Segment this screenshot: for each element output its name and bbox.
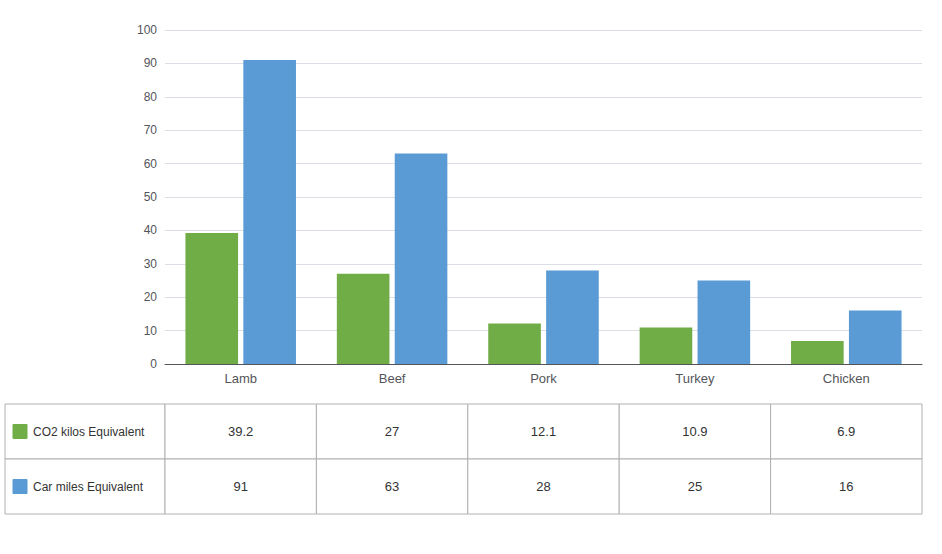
svg-text:90: 90 <box>144 56 158 70</box>
svg-text:70: 70 <box>144 123 158 137</box>
svg-text:12.1: 12.1 <box>531 424 556 439</box>
svg-text:40: 40 <box>144 223 158 237</box>
svg-text:50: 50 <box>144 190 158 204</box>
svg-text:60: 60 <box>144 157 158 171</box>
svg-text:6.9: 6.9 <box>837 424 855 439</box>
svg-text:80: 80 <box>144 90 158 104</box>
svg-text:Car miles Equivalent: Car miles Equivalent <box>33 480 144 494</box>
svg-text:CO2 kilos Equivalent: CO2 kilos Equivalent <box>33 425 145 439</box>
svg-text:Pork: Pork <box>530 371 557 386</box>
svg-text:28: 28 <box>536 479 550 494</box>
svg-text:39.2: 39.2 <box>228 424 253 439</box>
svg-text:Chicken: Chicken <box>823 371 870 386</box>
svg-text:100: 100 <box>137 23 157 37</box>
svg-text:30: 30 <box>144 257 158 271</box>
svg-text:Turkey: Turkey <box>675 371 715 386</box>
svg-text:91: 91 <box>233 479 247 494</box>
svg-text:63: 63 <box>385 479 399 494</box>
svg-text:10.9: 10.9 <box>682 424 707 439</box>
svg-text:27: 27 <box>385 424 399 439</box>
svg-text:Lamb: Lamb <box>224 371 257 386</box>
svg-text:20: 20 <box>144 290 158 304</box>
svg-text:16: 16 <box>839 479 853 494</box>
svg-text:Beef: Beef <box>379 371 406 386</box>
svg-text:10: 10 <box>144 324 158 338</box>
svg-text:0: 0 <box>150 357 157 371</box>
svg-text:25: 25 <box>688 479 702 494</box>
